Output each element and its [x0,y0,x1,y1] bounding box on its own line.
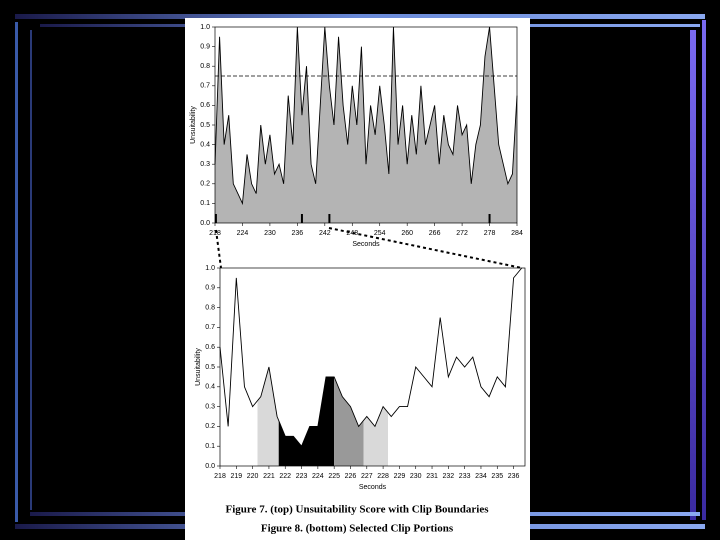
zoom-line [328,227,523,269]
x-tick-label: 225 [328,473,340,480]
x-tick-label: 227 [361,473,373,480]
y-tick-label: 0.0 [200,220,210,227]
x-tick-label: 234 [475,473,487,480]
x-tick-label: 228 [377,473,389,480]
x-tick-label: 233 [459,473,471,480]
y-tick-label: 0.3 [200,161,210,168]
plot-frame [219,267,526,467]
y-tick-label: 0.5 [200,122,210,129]
line [219,267,523,448]
x-tick-label: 236 [508,473,520,480]
x-axis-label: Seconds [352,241,380,248]
x-tick-label: 224 [237,230,249,237]
x-tick-label: 248 [346,230,358,237]
x-tick-label: 230 [410,473,422,480]
x-tick-label: 230 [264,230,276,237]
chart: 0.0 0.1 0.2 0.3 0.4 0.5 0.6 0.7 0.8 0.9 1.0 218 224 2… [190,24,523,248]
y-tick-label: 0.6 [200,102,210,109]
y-axis-label: Unsuitability [190,106,197,144]
area [215,27,517,223]
caption: Figure 7. (top) Unsuitability Score with… [225,504,489,516]
x-tick-label: 222 [279,473,291,480]
y-tick-label: 0.9 [205,285,215,292]
x-tick-label: 242 [319,230,331,237]
x-tick-label: 232 [442,473,454,480]
y-tick-label: 0.1 [200,200,210,207]
x-tick-label: 231 [426,473,438,480]
x-tick-label: 278 [484,230,496,237]
decor-bar [702,20,706,520]
x-tick-label: 220 [247,473,259,480]
x-tick-label: 284 [511,230,523,237]
x-tick-label: 218 [214,473,226,480]
y-tick-label: 1.0 [200,24,210,31]
y-tick-label: 0.4 [205,384,215,391]
x-tick-label: 218 [209,230,221,237]
y-tick-label: 0.6 [205,344,215,351]
y-tick-label: 0.2 [205,423,215,430]
x-tick-label: 235 [491,473,503,480]
y-tick-label: 0.3 [205,403,215,410]
x-tick-label: 260 [401,230,413,237]
y-tick-label: 1.0 [205,265,215,272]
y-tick-label: 0.8 [205,304,215,311]
x-tick-label: 272 [456,230,468,237]
decor-bar [15,14,705,19]
x-tick-label: 226 [345,473,357,480]
area [220,268,522,466]
zoom-line [215,229,222,269]
line [214,26,518,206]
x-tick-label: 223 [296,473,308,480]
x-tick-label: 224 [312,473,324,480]
decor-bar [30,30,32,510]
y-tick-label: 0.5 [205,364,215,371]
y-axis-label: Unsuitability [195,348,202,386]
y-tick-label: 0.9 [200,43,210,50]
decor-bar [15,22,18,522]
y-tick-label: 0.8 [200,63,210,70]
y-tick-label: 0.1 [205,443,215,450]
caption: Figure 8. (bottom) Selected Clip Portion… [261,523,454,535]
y-tick-label: 0.0 [205,463,215,470]
y-tick-label: 0.4 [200,141,210,148]
y-tick-label: 0.2 [200,181,210,188]
x-tick-label: 254 [374,230,386,237]
plot-frame [214,26,518,224]
decor-bar [690,30,696,520]
y-tick-label: 0.7 [200,83,210,90]
x-tick-label: 219 [230,473,242,480]
y-tick-label: 0.7 [205,324,215,331]
x-tick-label: 221 [263,473,275,480]
x-tick-label: 266 [429,230,441,237]
x-tick-label: 229 [394,473,406,480]
x-tick-label: 236 [292,230,304,237]
x-axis-label: Seconds [359,484,387,491]
